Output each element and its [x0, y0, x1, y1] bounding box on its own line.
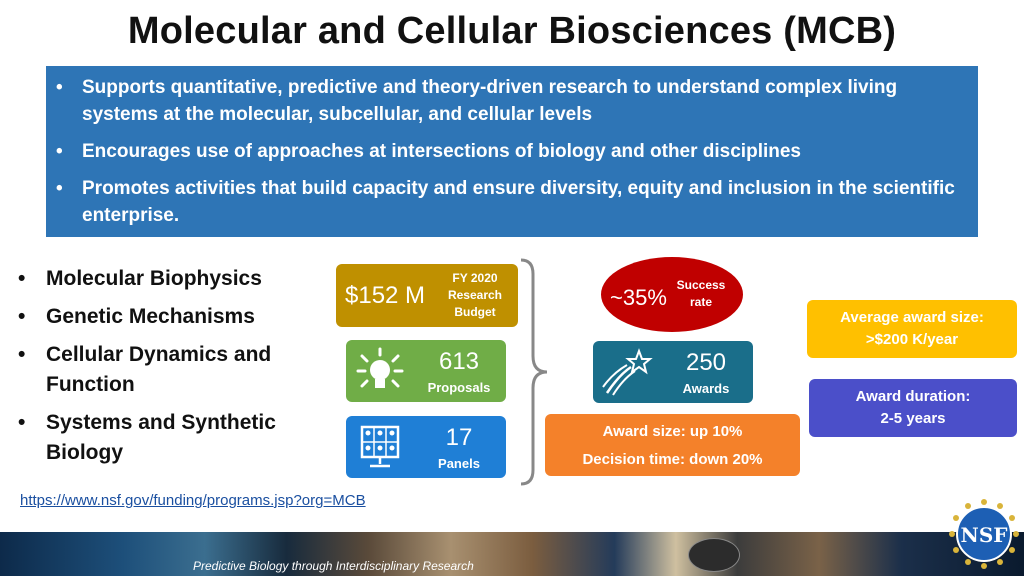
- lightbulb-icon: [356, 347, 404, 388]
- award-duration-value: 2-5 years: [880, 410, 946, 427]
- program-list: Molecular Biophysics Genetic Mechanisms …: [18, 264, 296, 476]
- average-award-size-value: >$200 K/year: [865, 331, 959, 348]
- right-brace-icon: [520, 258, 548, 486]
- panels-label: Panels: [438, 456, 480, 471]
- success-rate-value: ~35%: [610, 285, 667, 310]
- award-duration-box: Award duration: 2-5 years: [809, 379, 1017, 437]
- highlight-item: Supports quantitative, predictive and th…: [56, 74, 960, 128]
- nsf-logo-text: NSF: [961, 523, 1008, 547]
- budget-card: $152 M FY 2020 Research Budget: [336, 264, 518, 327]
- awards-card: 250 Awards: [593, 341, 753, 403]
- award-size-change: Award size: up 10%: [602, 423, 743, 440]
- proposals-label: Proposals: [427, 380, 491, 395]
- budget-label: FY 2020 Research Budget: [447, 271, 503, 319]
- video-conference-icon: [360, 425, 400, 468]
- program-item: Molecular Biophysics: [18, 264, 296, 294]
- success-rate-label: Success rate: [676, 278, 726, 309]
- award-duration-label: Award duration:: [855, 388, 971, 405]
- mcb-program-link[interactable]: https://www.nsf.gov/funding/programs.jsp…: [20, 492, 366, 509]
- nsf-logo: NSF: [949, 499, 1019, 569]
- program-item: Cellular Dynamics and Function: [18, 340, 296, 400]
- average-award-size-box: Average award size: >$200 K/year: [807, 300, 1017, 358]
- footer-image-strip: Predictive Biology through Interdiscipli…: [0, 532, 1024, 576]
- footer-tagline: Predictive Biology through Interdiscipli…: [193, 559, 474, 573]
- highlight-item: Promotes activities that build capacity …: [56, 175, 960, 229]
- shooting-star-icon: [602, 348, 653, 396]
- budget-value: $152 M: [345, 282, 426, 309]
- average-award-size-label: Average award size:: [840, 309, 984, 326]
- highlight-item: Encourages use of approaches at intersec…: [56, 138, 960, 165]
- panels-value: 17: [445, 424, 473, 451]
- awards-label: Awards: [682, 381, 730, 396]
- panels-card: 17 Panels: [346, 416, 506, 478]
- nova-logo-icon: [688, 538, 740, 572]
- proposals-value: 613: [438, 348, 480, 375]
- page-title: Molecular and Cellular Biosciences (MCB): [127, 10, 897, 52]
- highlights-box: Supports quantitative, predictive and th…: [46, 66, 978, 237]
- decision-time-change: Decision time: down 20%: [582, 451, 763, 468]
- success-rate-ellipse: ~35% Success rate: [601, 257, 743, 332]
- proposals-card: 613 Proposals: [346, 340, 506, 402]
- awards-value: 250: [685, 349, 727, 376]
- program-item: Genetic Mechanisms: [18, 302, 296, 332]
- program-item: Systems and Synthetic Biology: [18, 408, 296, 468]
- award-changes-box: Award size: up 10% Decision time: down 2…: [545, 414, 800, 476]
